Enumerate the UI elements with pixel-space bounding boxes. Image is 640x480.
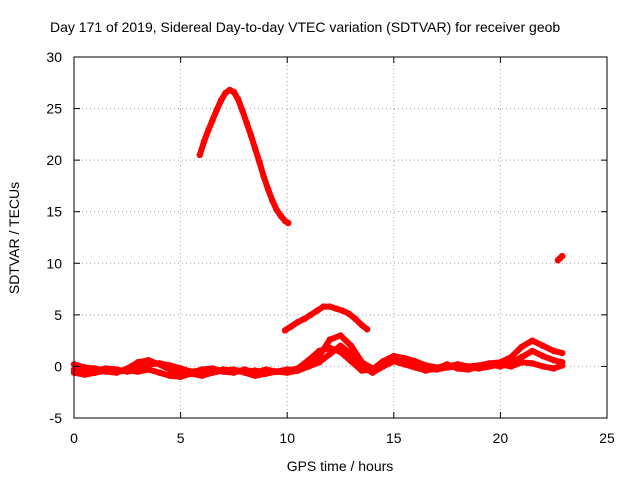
x-axis-label: GPS time / hours [287, 458, 394, 474]
x-tick-label: 10 [279, 430, 295, 446]
data-segment [348, 342, 365, 366]
series-baseline-c [70, 342, 566, 380]
data-point [559, 252, 566, 260]
data-segment [316, 336, 333, 360]
y-tick-label: 30 [46, 49, 62, 65]
y-tick-label: -5 [50, 410, 63, 426]
data-point [559, 349, 566, 357]
series-isolated [554, 252, 566, 264]
series-arc-peak [196, 86, 292, 227]
x-tick-label: 15 [386, 430, 402, 446]
x-tick-label: 5 [177, 430, 185, 446]
data-point [363, 326, 371, 333]
y-tick-label: 0 [54, 358, 62, 374]
y-tick-label: 10 [46, 255, 62, 271]
axis-ticks: 0 5 10 15 20 25 -5 0 5 10 15 20 25 30 [46, 49, 615, 446]
plot-frame [73, 56, 608, 419]
data-point [285, 219, 292, 227]
data-point [559, 359, 566, 366]
y-tick-label: 5 [54, 307, 62, 323]
y-axis-label: SDTVAR / TECUs [6, 182, 22, 294]
y-tick-label: 25 [46, 101, 62, 117]
x-tick-label: 25 [599, 430, 615, 446]
chart-title: Day 171 of 2019, Sidereal Day-to-day VTE… [50, 19, 560, 35]
y-tick-label: 15 [46, 204, 62, 220]
x-tick-label: 0 [70, 430, 78, 446]
x-tick-label: 20 [493, 430, 509, 446]
series-arc-mid [281, 303, 371, 334]
data-points [70, 86, 566, 380]
y-tick-label: 20 [46, 152, 62, 168]
